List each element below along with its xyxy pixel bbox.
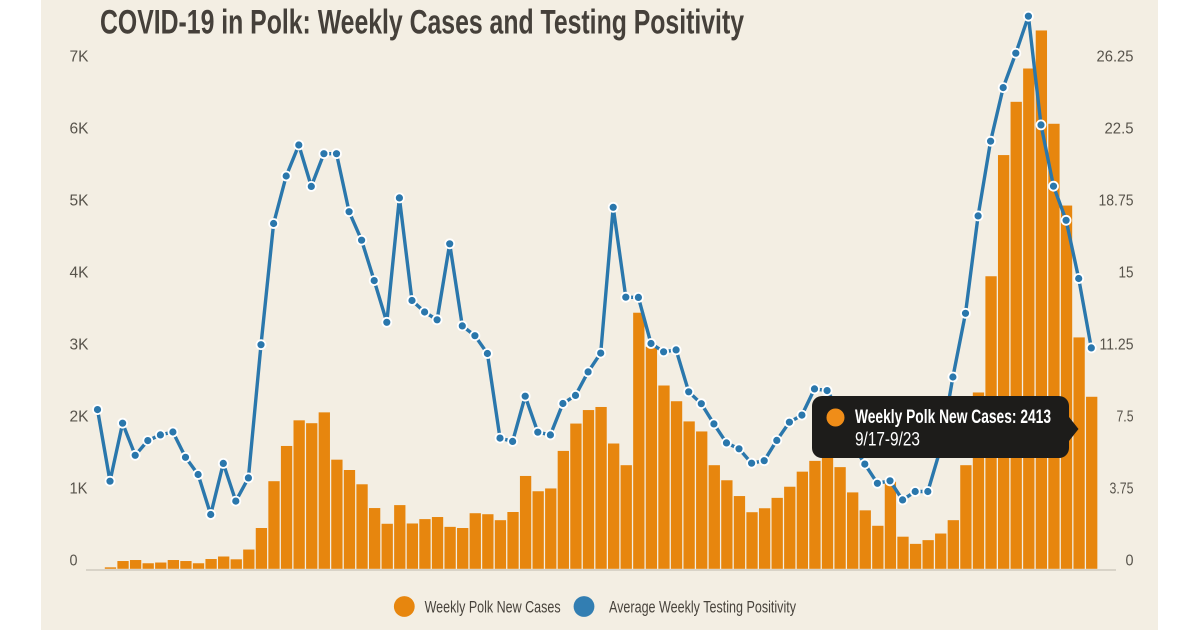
svg-text:6K: 6K <box>70 121 89 138</box>
svg-text:0: 0 <box>1126 553 1134 570</box>
svg-text:3.75: 3.75 <box>1110 481 1134 498</box>
svg-text:Average Weekly Testing Positiv: Average Weekly Testing Positivity <box>609 598 796 617</box>
svg-text:15: 15 <box>1119 265 1134 282</box>
svg-text:11.25: 11.25 <box>1100 337 1134 354</box>
svg-text:7K: 7K <box>70 49 89 66</box>
svg-text:9/17-9/23: 9/17-9/23 <box>855 430 920 451</box>
svg-text:22.5: 22.5 <box>1105 121 1134 138</box>
svg-text:Weekly Polk New Cases: 2413: Weekly Polk New Cases: 2413 <box>855 407 1051 428</box>
svg-text:18.75: 18.75 <box>1099 193 1134 210</box>
svg-text:5K: 5K <box>70 193 89 210</box>
svg-text:Weekly Polk New Cases: Weekly Polk New Cases <box>425 598 561 617</box>
svg-text:26.25: 26.25 <box>1097 49 1134 66</box>
svg-text:COVID-19 in Polk: Weekly Cases: COVID-19 in Polk: Weekly Cases and Testi… <box>100 4 744 42</box>
svg-text:3K: 3K <box>70 337 89 354</box>
svg-text:7.5: 7.5 <box>1117 409 1134 426</box>
svg-text:4K: 4K <box>70 265 89 282</box>
svg-text:2K: 2K <box>70 409 89 426</box>
svg-text:1K: 1K <box>70 481 88 498</box>
svg-text:0: 0 <box>70 553 78 570</box>
